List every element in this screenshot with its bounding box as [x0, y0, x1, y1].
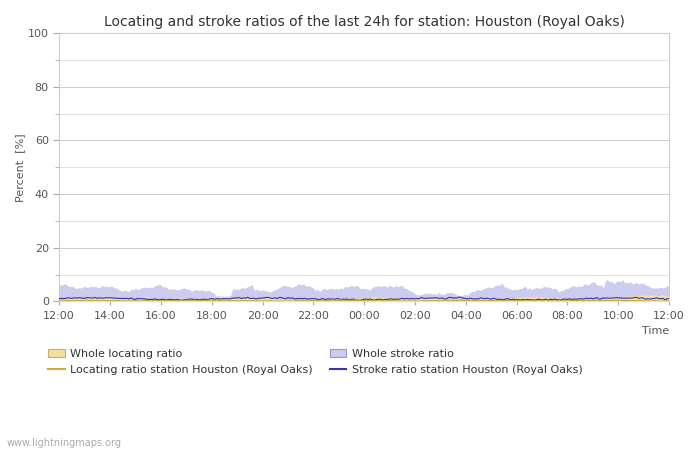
Legend: Whole locating ratio, Locating ratio station Houston (Royal Oaks), Whole stroke : Whole locating ratio, Locating ratio sta…: [43, 345, 587, 379]
Title: Locating and stroke ratios of the last 24h for station: Houston (Royal Oaks): Locating and stroke ratios of the last 2…: [104, 15, 624, 29]
Text: www.lightningmaps.org: www.lightningmaps.org: [7, 438, 122, 448]
Y-axis label: Percent  [%]: Percent [%]: [15, 133, 25, 202]
X-axis label: Time: Time: [642, 326, 669, 336]
